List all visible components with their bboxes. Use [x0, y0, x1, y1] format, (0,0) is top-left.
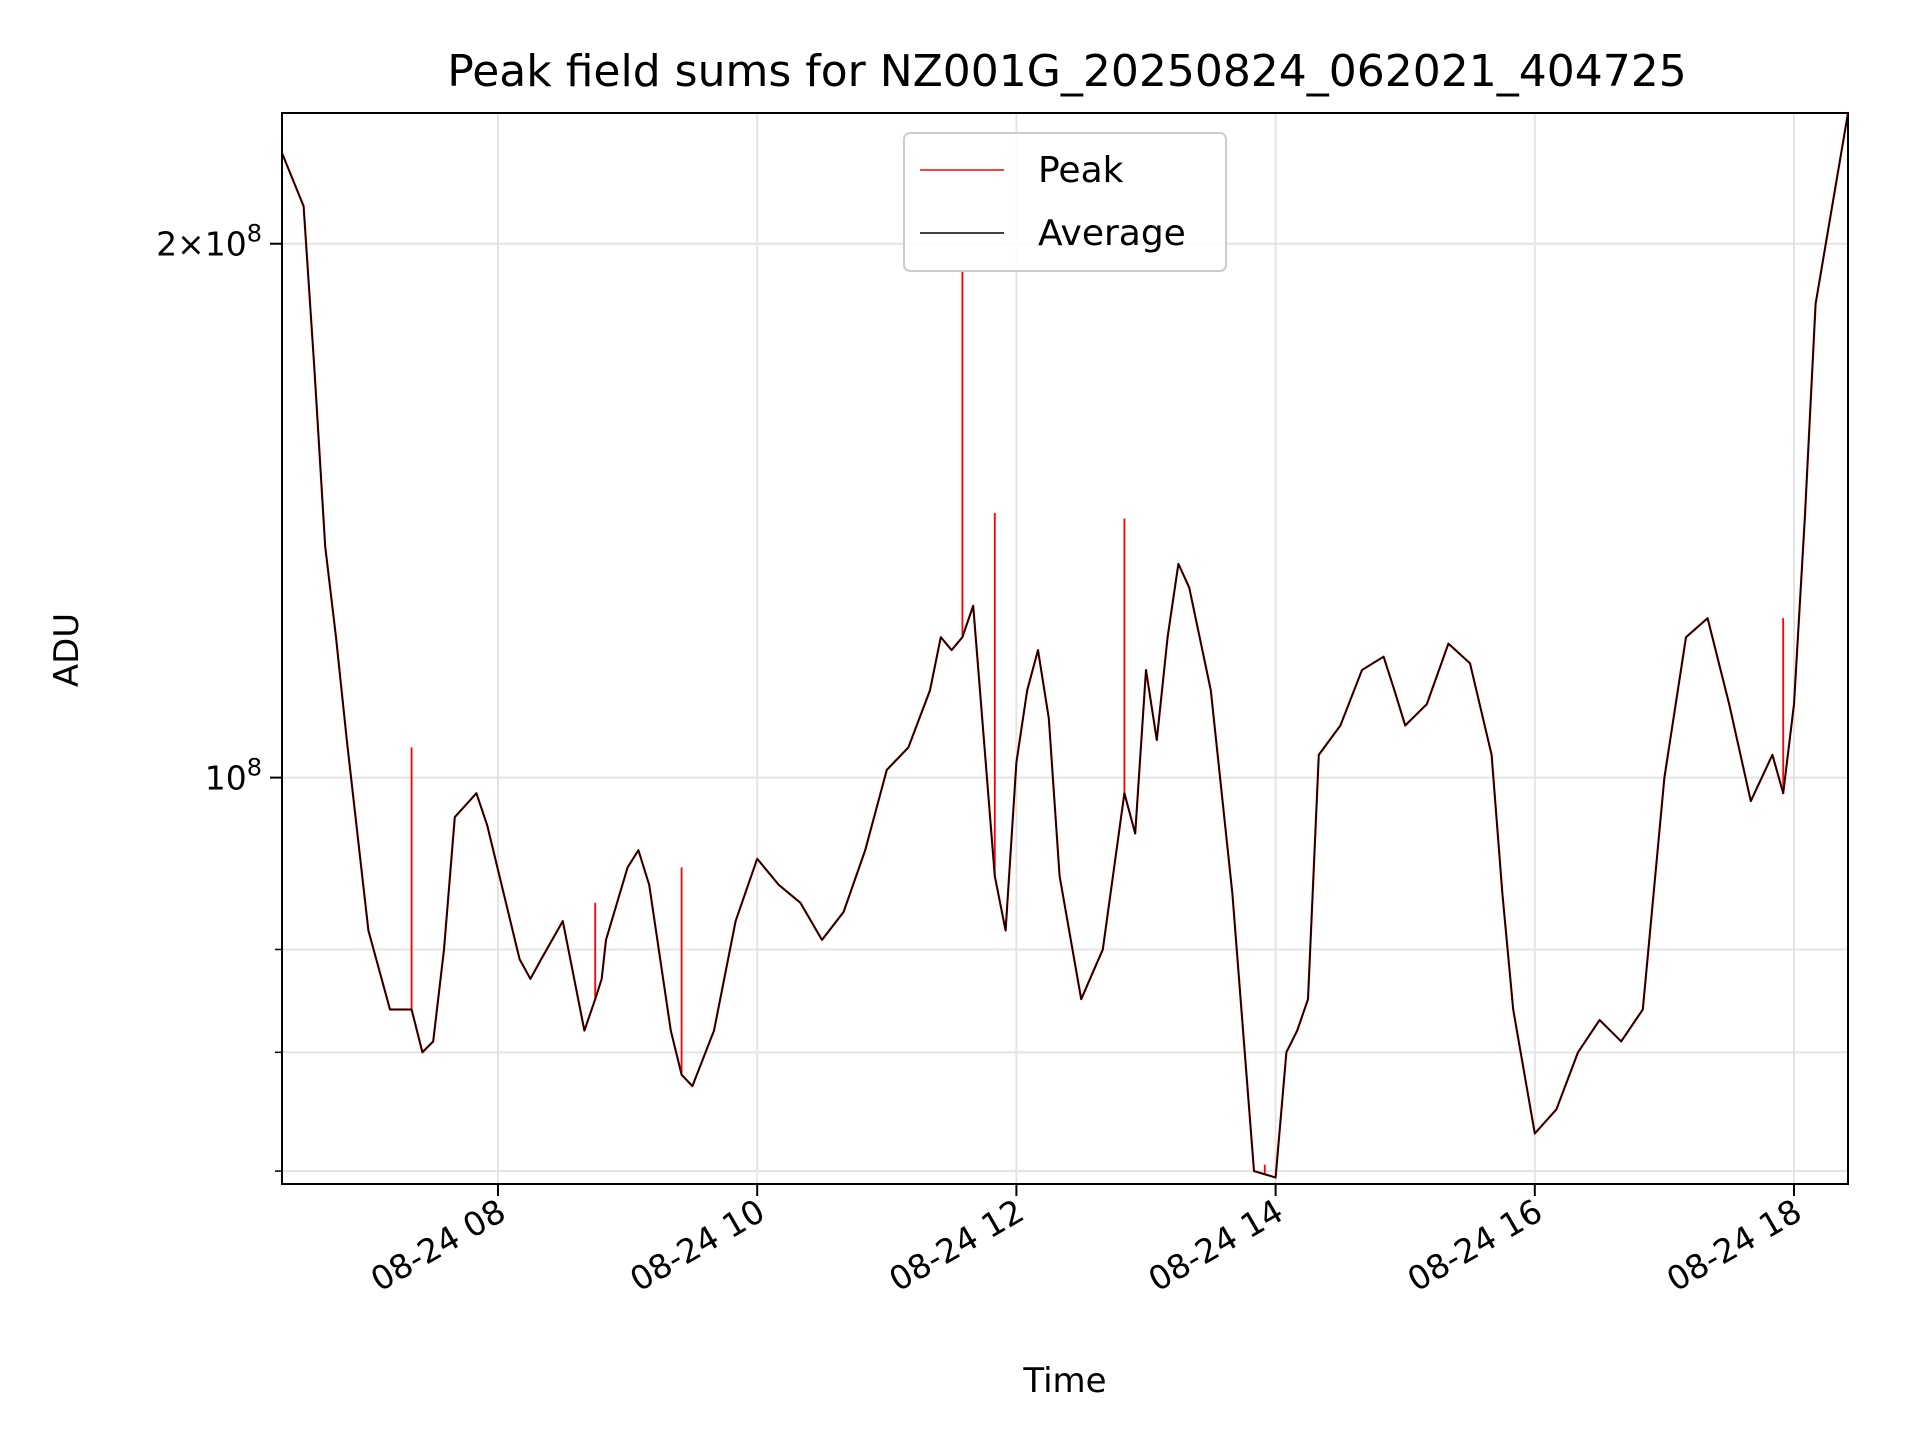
y-tick-label: 2×108 [156, 220, 262, 264]
x-axis-label: Time [1022, 1361, 1106, 1401]
y-axis-label: ADU [47, 613, 87, 687]
plot-frame [281, 112, 1849, 1185]
legend: Peak Average [903, 132, 1227, 272]
legend-label-average: Average [1038, 213, 1186, 254]
grid [282, 113, 1848, 1184]
legend-box [903, 132, 1227, 272]
legend-label-peak: Peak [1038, 150, 1124, 191]
y-tick-label: 108 [205, 754, 262, 798]
chart-title: Peak field sums for NZ001G_20250824_0620… [447, 46, 1686, 97]
average-series-line [281, 112, 1849, 1179]
series-layer [280, 112, 1850, 1179]
